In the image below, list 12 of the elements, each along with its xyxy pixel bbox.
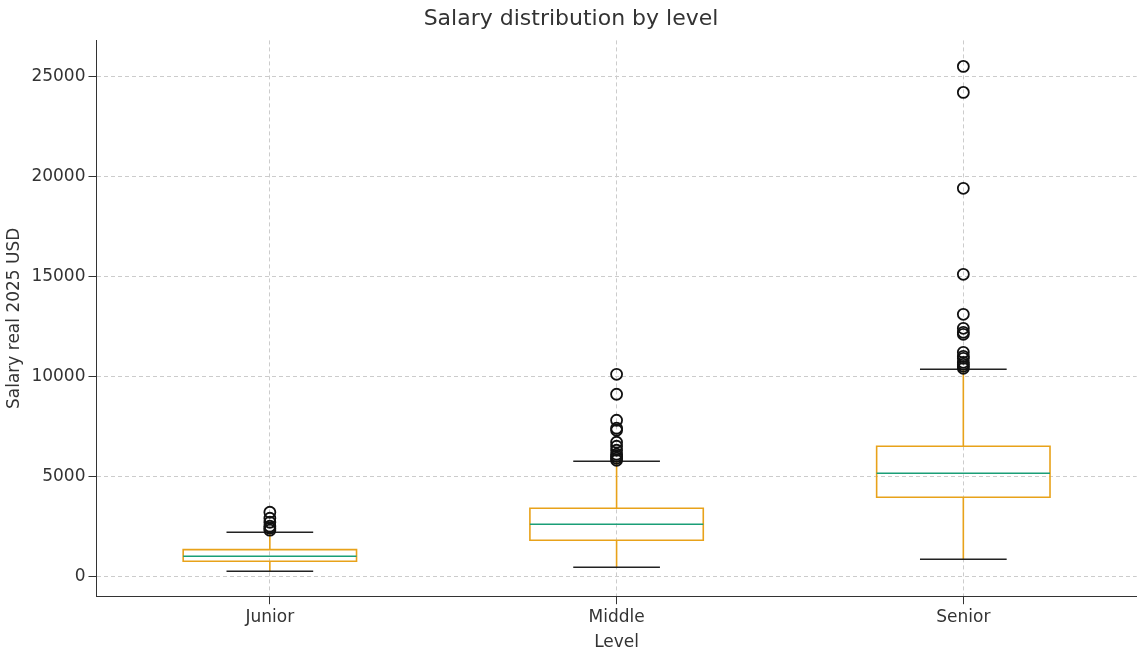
y-tick-label: 15000 <box>31 264 86 285</box>
x-axis-title: Level <box>594 631 640 652</box>
y-tick-label: 5000 <box>42 464 86 485</box>
chart-title: Salary distribution by level <box>423 4 719 30</box>
x-tick-label: Middle <box>588 605 645 626</box>
y-tick-label: 0 <box>74 564 86 585</box>
x-tick-label: Junior <box>244 605 295 626</box>
y-tick-label: 20000 <box>31 164 86 185</box>
x-tick-label: Senior <box>936 605 991 626</box>
y-tick-label: 25000 <box>31 64 86 85</box>
y-axis-title: Salary real 2025 USD <box>2 227 23 410</box>
y-tick-label: 10000 <box>31 364 86 385</box>
